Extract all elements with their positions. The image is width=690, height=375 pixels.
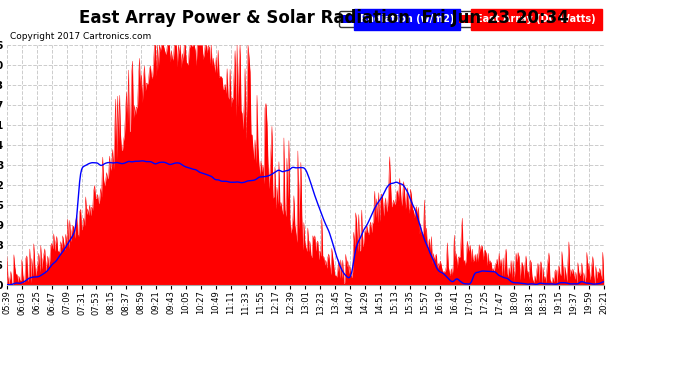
- Text: East Array Power & Solar Radiation  Fri Jun 23 20:34: East Array Power & Solar Radiation Fri J…: [79, 9, 569, 27]
- Legend: Radiation (w/m2), East Array (DC Watts): Radiation (w/m2), East Array (DC Watts): [339, 12, 599, 27]
- Text: Copyright 2017 Cartronics.com: Copyright 2017 Cartronics.com: [10, 32, 152, 41]
